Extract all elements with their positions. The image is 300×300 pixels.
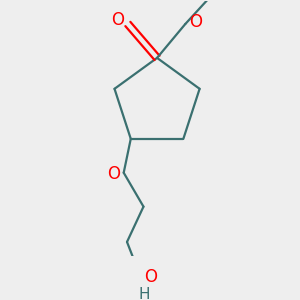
Text: O: O	[107, 165, 120, 183]
Text: O: O	[111, 11, 124, 29]
Text: H: H	[138, 287, 150, 300]
Text: O: O	[144, 268, 157, 286]
Text: O: O	[189, 13, 202, 31]
